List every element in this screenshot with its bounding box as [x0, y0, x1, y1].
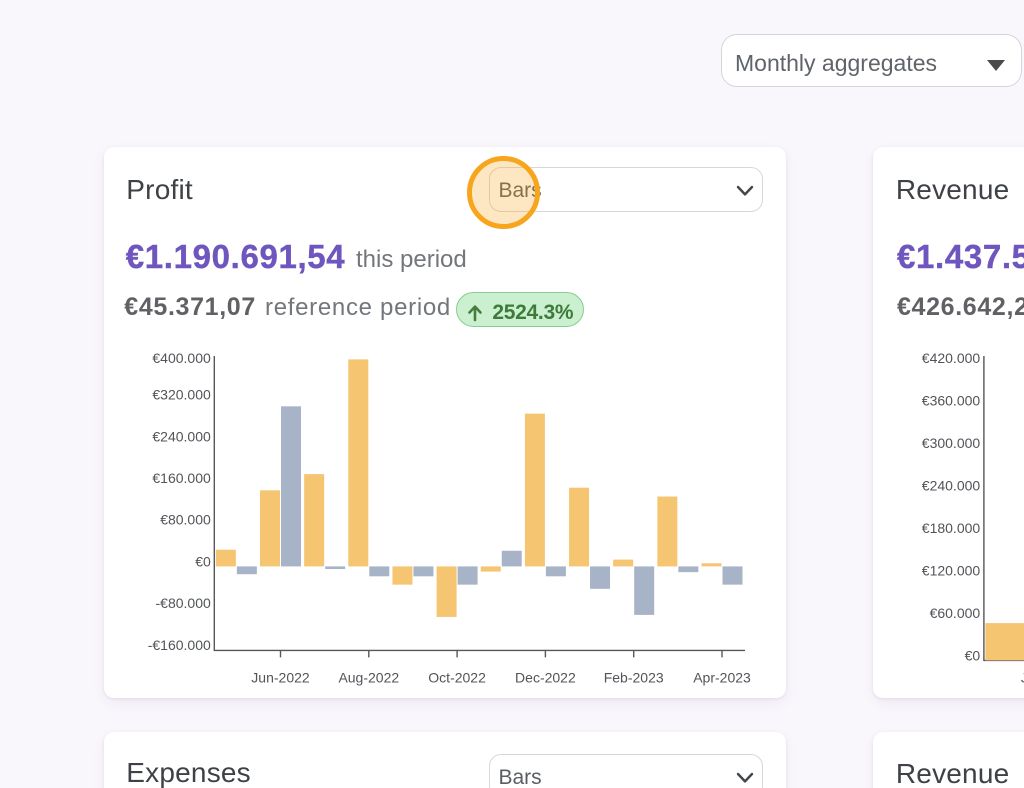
svg-text:Jun-2022: Jun-2022	[1021, 670, 1024, 686]
svg-text:€120.000: €120.000	[922, 562, 981, 578]
svg-text:€160.000: €160.000	[152, 470, 211, 486]
svg-text:Dec-2022: Dec-2022	[515, 670, 576, 686]
svg-text:€240.000: €240.000	[922, 477, 981, 493]
svg-text:€320.000: €320.000	[152, 387, 211, 403]
svg-text:€80.000: €80.000	[160, 512, 211, 528]
svg-text:€420.000: €420.000	[922, 350, 981, 366]
svg-text:-€160.000: -€160.000	[148, 637, 211, 653]
svg-text:Aug-2022: Aug-2022	[338, 670, 399, 686]
svg-text:€300.000: €300.000	[922, 435, 981, 451]
svg-text:€0: €0	[195, 553, 211, 569]
svg-text:€180.000: €180.000	[922, 520, 981, 536]
svg-text:-€80.000: -€80.000	[156, 595, 211, 611]
svg-text:Apr-2023: Apr-2023	[693, 670, 751, 686]
svg-text:€240.000: €240.000	[152, 428, 211, 444]
svg-text:Oct-2022: Oct-2022	[428, 670, 486, 686]
svg-text:€0: €0	[965, 647, 981, 663]
svg-text:Feb-2023: Feb-2023	[604, 670, 664, 686]
svg-text:€360.000: €360.000	[922, 393, 981, 409]
svg-text:Jun-2022: Jun-2022	[251, 670, 310, 686]
svg-text:€60.000: €60.000	[930, 605, 981, 621]
svg-text:€400.000: €400.000	[152, 350, 211, 366]
